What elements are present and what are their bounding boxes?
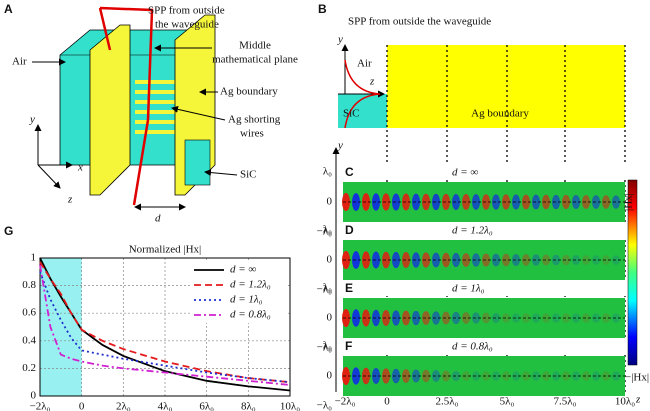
- panel-letter: F: [345, 339, 352, 353]
- x-tick-label: 8λ₀: [241, 401, 256, 411]
- axis-label: x: [77, 162, 83, 174]
- axis-arrow: [37, 164, 61, 189]
- y-tick-label: λ₀: [323, 282, 332, 294]
- axis-label: y: [29, 114, 35, 126]
- x-tick-label: 4λ₀: [158, 401, 173, 411]
- y-tick-label: 0: [31, 390, 37, 402]
- middle-plane: [99, 6, 154, 206]
- map-label: d = 1.2λ₀: [452, 225, 493, 237]
- pointer: [171, 105, 226, 121]
- sic-region: [40, 258, 82, 396]
- x-tick-label: 10λ₀: [615, 396, 635, 408]
- x-tick-label: 2.5λ₀: [436, 396, 459, 408]
- ag-slab: [89, 24, 131, 196]
- series-line: [39, 264, 291, 386]
- label: mathematical plane: [212, 54, 298, 66]
- panel-letter: G: [4, 224, 13, 238]
- legend-box: [190, 261, 286, 323]
- y-tick-label: −λ₀: [317, 342, 333, 354]
- y-tick-label: −λ₀: [317, 284, 333, 296]
- legend-label: d = ∞: [230, 264, 256, 276]
- series-line: [39, 261, 291, 384]
- x-tick-label: 6λ₀: [199, 401, 214, 411]
- y-tick-label: 0.2: [22, 362, 36, 374]
- panel-a: A SPP from outside the waveguide Middle …: [4, 2, 298, 224]
- pointer: [204, 169, 238, 177]
- label: Air: [12, 56, 27, 68]
- label: SiC: [240, 169, 257, 181]
- y-tick-label: 0: [327, 254, 333, 266]
- axis-label: z: [369, 76, 375, 88]
- y-tick-label: λ₀: [323, 224, 332, 236]
- panel-letter: D: [345, 223, 354, 237]
- shorting-wires: [135, 80, 175, 134]
- y-tick-label: 0: [327, 312, 333, 324]
- panel-letter: A: [4, 2, 13, 16]
- label-bg: [340, 164, 630, 180]
- label: d: [155, 213, 161, 225]
- map-label: d = 1λ₀: [452, 283, 485, 295]
- label: Ag shorting: [228, 114, 281, 126]
- panel-letter: E: [345, 281, 353, 295]
- colorbar-label: |Hx|: [623, 193, 635, 211]
- label: Ag boundary: [471, 108, 529, 120]
- label: wires: [240, 128, 264, 140]
- middle-plane: [98, 7, 112, 51]
- axis-label: z: [635, 394, 641, 406]
- plot-frame: [39, 257, 291, 397]
- y-tick-label: −λ₀: [317, 400, 333, 411]
- label: Ag boundary: [220, 86, 278, 98]
- label: SiC: [343, 108, 360, 120]
- label-bg: [340, 338, 630, 354]
- ag-region: [387, 45, 625, 128]
- map-label: d = 0.8λ₀: [452, 341, 493, 353]
- label: SPP from outside: [148, 5, 225, 17]
- y-tick-label: 0.6: [22, 307, 36, 319]
- legend-label: d = 1λ₀: [230, 294, 263, 306]
- sic-face: [184, 139, 211, 186]
- label: the waveguide: [155, 19, 219, 31]
- y-tick-label: λ₀: [323, 340, 332, 352]
- x-tick-label: 0: [79, 401, 85, 411]
- colorbar: [627, 179, 638, 366]
- y-tick-label: 0: [327, 196, 333, 208]
- x-tick-label: −2λ₀: [30, 401, 51, 411]
- axis-label: y: [337, 34, 343, 46]
- x-tick-label: 2λ₀: [116, 401, 131, 411]
- chart-title: Normalized |Hx|: [129, 244, 202, 256]
- y-tick-label: 0.4: [22, 334, 36, 346]
- map-label: d = ∞: [452, 167, 478, 179]
- label-bg: [340, 280, 630, 296]
- y-tick-label: 0.8: [22, 279, 36, 291]
- legend-label: d = 0.8λ₀: [230, 309, 271, 321]
- label: Air: [357, 58, 372, 70]
- panel-letter: C: [345, 165, 354, 179]
- x-tick-label: 5λ₀: [500, 396, 515, 408]
- axis-label: y: [337, 140, 343, 152]
- label: Middle: [239, 40, 271, 52]
- colorbar-label: −|Hx|: [625, 372, 649, 384]
- spp-profile: [344, 59, 381, 129]
- y-tick-label: 1: [31, 252, 37, 264]
- x-tick-label: 10λ₀: [280, 401, 300, 411]
- y-tick-label: −λ₀: [317, 226, 333, 238]
- y-tick-label: λ₀: [323, 166, 332, 178]
- label-bg: [340, 222, 630, 238]
- series-line: [39, 257, 291, 392]
- panel-b: B SPP from outside the waveguide y z Air…: [318, 2, 625, 129]
- x-tick-label: −2λ₀: [335, 396, 356, 408]
- series-line: [39, 271, 291, 384]
- panel-letter: B: [318, 2, 327, 16]
- panel-title: SPP from outside the waveguide: [348, 16, 491, 28]
- x-tick-label: 0: [384, 396, 390, 408]
- axis-label: z: [67, 194, 73, 206]
- legend-label: d = 1.2λ₀: [230, 279, 271, 291]
- x-tick-label: 7.5λ₀: [554, 396, 577, 408]
- y-tick-label: 0: [327, 370, 333, 382]
